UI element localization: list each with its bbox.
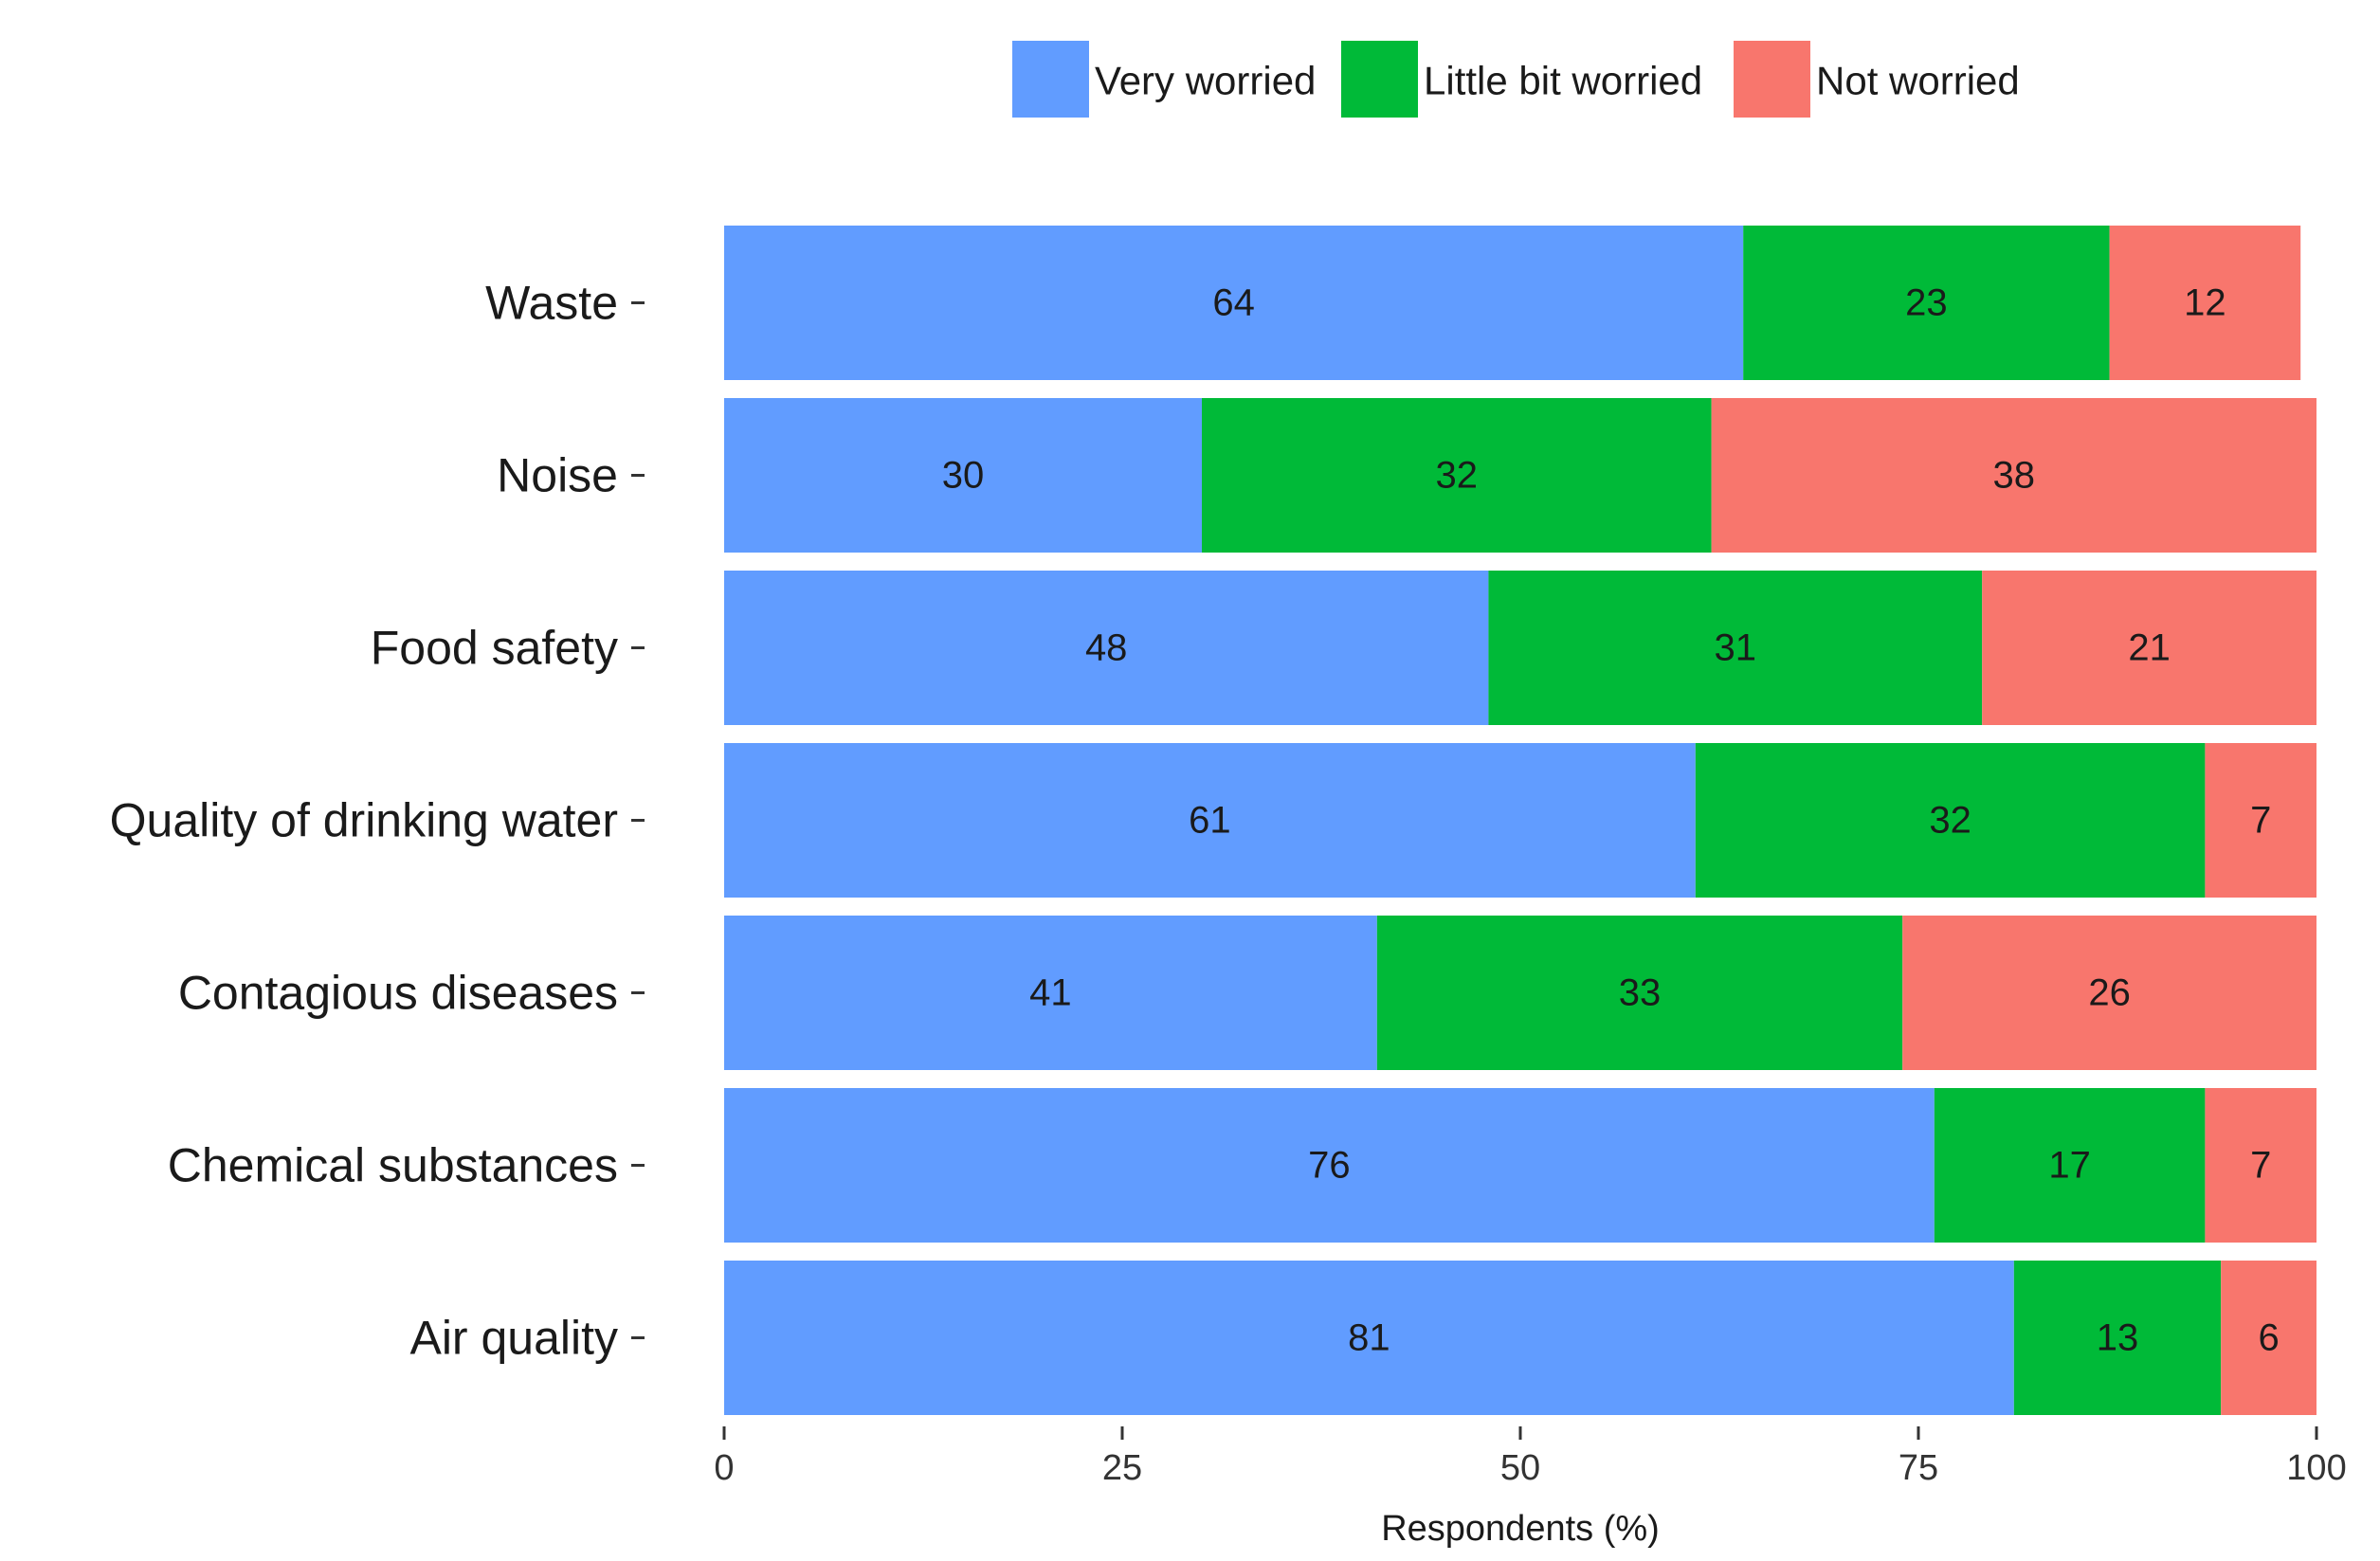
bar-contagious-diseases-very-worried — [724, 916, 1377, 1070]
bar-air-quality-not-worried — [2221, 1261, 2316, 1415]
data-label-noise-not-worried: 38 — [1993, 455, 2036, 497]
bar-waste-little-bit-worried — [1743, 226, 2110, 380]
data-label-contagious-diseases-little-bit-worried: 33 — [1619, 972, 1662, 1014]
bar-noise-not-worried — [1711, 398, 2316, 553]
data-label-quality-of-drinking-water-very-worried: 61 — [1189, 800, 1231, 842]
legend-label-little-bit-worried: Little bit worried — [1424, 59, 1702, 103]
bar-quality-of-drinking-water-very-worried — [724, 743, 1696, 898]
legend-label-very-worried: Very worried — [1095, 59, 1316, 103]
data-label-contagious-diseases-very-worried: 41 — [1029, 972, 1072, 1014]
bar-contagious-diseases-little-bit-worried — [1376, 916, 1903, 1070]
bar-quality-of-drinking-water-not-worried — [2205, 743, 2316, 898]
data-label-noise-little-bit-worried: 32 — [1436, 455, 1479, 497]
legend-label-not-worried: Not worried — [1816, 59, 2020, 103]
x-axis: 0 25 50 75 100 — [714, 1426, 2347, 1488]
data-labels: 64 23 12 30 32 38 48 31 21 61 32 7 41 33 26 76 17 7 81 13 6 — [942, 282, 2280, 1359]
bar-noise-very-worried — [724, 398, 1202, 553]
x-tick-label-25: 25 — [1102, 1448, 1142, 1488]
y-axis-category-labels: Waste Noise Food safety Quality of drinking… — [110, 277, 645, 1365]
data-label-waste-little-bit-worried: 23 — [1905, 282, 1948, 324]
data-label-quality-of-drinking-water-not-worried: 7 — [2250, 800, 2271, 842]
category-label-waste: Waste — [485, 277, 618, 330]
bar-waste-very-worried — [724, 226, 1744, 380]
bar-chemical-substances-not-worried — [2205, 1088, 2316, 1243]
data-label-waste-not-worried: 12 — [2184, 282, 2226, 324]
bar-chemical-substances-very-worried — [724, 1088, 1935, 1243]
bar-air-quality-little-bit-worried — [2013, 1261, 2222, 1415]
bar-quality-of-drinking-water-little-bit-worried — [1695, 743, 2206, 898]
x-tick-label-0: 0 — [714, 1448, 734, 1488]
data-label-noise-very-worried: 30 — [942, 455, 985, 497]
category-label-food-safety: Food safety — [371, 622, 618, 675]
bar-noise-little-bit-worried — [1202, 398, 1712, 553]
legend: Very worried Little bit worried Not worrie… — [1012, 41, 2020, 118]
data-label-waste-very-worried: 64 — [1212, 282, 1255, 324]
legend-swatch-not-worried — [1734, 41, 1810, 118]
data-label-chemical-substances-very-worried: 76 — [1308, 1145, 1351, 1187]
bar-contagious-diseases-not-worried — [1902, 916, 2316, 1070]
bar-food-safety-very-worried — [724, 571, 1489, 725]
bar-waste-not-worried — [2109, 226, 2301, 380]
data-label-quality-of-drinking-water-little-bit-worried: 32 — [1929, 800, 1971, 842]
data-label-food-safety-little-bit-worried: 31 — [1715, 627, 1757, 669]
data-label-food-safety-very-worried: 48 — [1085, 627, 1128, 669]
data-label-chemical-substances-not-worried: 7 — [2250, 1145, 2271, 1187]
category-label-contagious-diseases: Contagious diseases — [178, 967, 618, 1020]
x-tick-label-100: 100 — [2286, 1448, 2346, 1488]
bar-food-safety-little-bit-worried — [1488, 571, 1983, 725]
data-label-chemical-substances-little-bit-worried: 17 — [2048, 1145, 2091, 1187]
data-label-contagious-diseases-not-worried: 26 — [2088, 972, 2131, 1014]
data-label-food-safety-not-worried: 21 — [2128, 627, 2171, 669]
legend-swatch-little-bit-worried — [1341, 41, 1418, 118]
category-label-air-quality: Air quality — [409, 1312, 618, 1365]
category-label-noise: Noise — [497, 449, 618, 502]
bar-chemical-substances-little-bit-worried — [1934, 1088, 2206, 1243]
bar-air-quality-very-worried — [724, 1261, 2014, 1415]
x-tick-label-75: 75 — [1899, 1448, 1938, 1488]
bars — [724, 226, 2316, 1415]
data-label-air-quality-not-worried: 6 — [2258, 1317, 2279, 1359]
bar-food-safety-not-worried — [1982, 571, 2316, 725]
x-tick-label-50: 50 — [1500, 1448, 1540, 1488]
category-label-quality-of-drinking-water: Quality of drinking water — [110, 794, 618, 847]
x-axis-title: Respondents (%) — [1381, 1509, 1660, 1549]
data-label-air-quality-little-bit-worried: 13 — [2097, 1317, 2139, 1359]
category-label-chemical-substances: Chemical substances — [168, 1139, 618, 1192]
data-label-air-quality-very-worried: 81 — [1348, 1317, 1390, 1359]
legend-swatch-very-worried — [1012, 41, 1089, 118]
